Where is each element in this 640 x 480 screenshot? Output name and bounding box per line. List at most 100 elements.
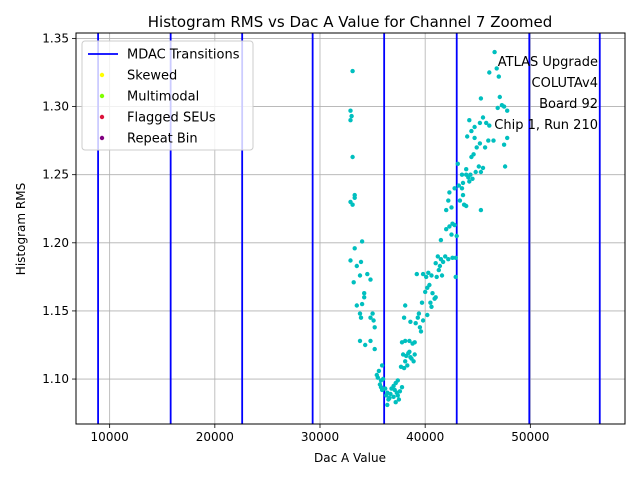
x-tick-label: 50000 <box>511 430 549 444</box>
x-axis-label: Dac A Value <box>314 451 386 465</box>
data-point <box>446 257 451 262</box>
data-point <box>412 340 417 345</box>
data-point <box>362 295 367 300</box>
data-point <box>501 142 507 147</box>
data-point <box>452 222 457 228</box>
data-point <box>470 176 475 181</box>
data-point <box>452 186 457 191</box>
data-point <box>487 123 492 128</box>
legend-label: Skewed <box>127 69 177 84</box>
data-point <box>429 273 434 278</box>
data-point <box>352 195 357 200</box>
data-point <box>363 342 368 348</box>
data-point <box>426 270 431 275</box>
data-point <box>480 165 486 171</box>
y-tick-label: 1.10 <box>42 372 69 386</box>
data-point <box>455 161 460 166</box>
data-point <box>354 303 359 308</box>
x-tick-label: 20000 <box>196 430 234 444</box>
data-point <box>450 255 455 260</box>
data-point <box>416 311 422 316</box>
data-point <box>387 395 392 401</box>
data-point <box>372 325 377 330</box>
data-point <box>351 280 356 285</box>
legend-label: MDAC Transitions <box>127 48 240 63</box>
data-point <box>358 315 364 320</box>
run-annotation: ATLAS Upgrade COLUTAv4 Board 92 Chip 1, Run… <box>494 55 598 133</box>
data-point <box>368 315 373 320</box>
x-tick-label: 30000 <box>301 430 339 444</box>
data-point <box>383 386 388 391</box>
data-point <box>449 232 454 237</box>
data-point <box>417 325 423 330</box>
annotation-line: COLUTAv4 <box>532 76 598 91</box>
data-point <box>412 352 417 357</box>
y-tick-label: 1.20 <box>42 236 69 250</box>
data-point <box>447 190 452 195</box>
y-tick-label: 1.15 <box>42 304 69 318</box>
legend-marker-swatch <box>99 114 105 120</box>
data-point <box>486 138 491 143</box>
data-point <box>348 108 353 113</box>
data-point <box>505 108 510 113</box>
data-point <box>419 300 425 305</box>
data-point <box>379 363 385 368</box>
plot-area-frame <box>75 32 626 425</box>
data-point <box>469 128 474 134</box>
data-point <box>444 207 449 213</box>
data-points <box>348 49 510 408</box>
data-point <box>456 183 461 188</box>
axis-ticks: 10000 20000 30000 40000 50000 1.10 1.15 1.20 1.2… <box>42 31 549 444</box>
data-point <box>436 267 441 273</box>
data-point <box>460 192 466 198</box>
data-point <box>494 66 499 71</box>
data-point <box>408 355 413 360</box>
data-point <box>477 120 483 126</box>
data-point <box>413 321 418 326</box>
data-point <box>505 135 510 141</box>
data-point <box>411 359 416 364</box>
data-point <box>473 169 478 175</box>
data-point <box>350 202 355 207</box>
data-point <box>476 164 481 169</box>
data-point <box>468 172 473 177</box>
data-point <box>457 198 463 203</box>
data-point <box>385 402 390 408</box>
data-point <box>376 368 382 374</box>
data-point <box>491 138 496 143</box>
data-point <box>352 246 357 251</box>
data-point <box>403 338 408 344</box>
data-point <box>399 385 405 390</box>
data-point <box>371 318 376 323</box>
annotation-line: Chip 1, Run 210 <box>494 118 598 133</box>
data-point <box>357 338 363 344</box>
data-point <box>472 124 477 130</box>
chart-title: Histogram RMS vs Dac A Value for Channel… <box>148 13 553 31</box>
annotation-line: ATLAS Upgrade <box>498 55 598 70</box>
data-point <box>391 394 396 399</box>
data-point <box>372 346 377 352</box>
data-point <box>408 319 413 324</box>
data-point <box>501 104 507 109</box>
data-point <box>497 94 502 100</box>
legend-label: Repeat Bin <box>127 132 198 147</box>
data-point <box>474 145 479 150</box>
data-point <box>350 154 355 160</box>
data-point <box>424 274 429 280</box>
data-point <box>427 282 432 288</box>
data-point <box>349 113 354 119</box>
data-point <box>478 96 484 101</box>
data-point <box>435 254 440 259</box>
data-point <box>365 271 370 277</box>
data-point <box>478 169 484 175</box>
data-point <box>478 207 484 213</box>
data-point <box>418 329 424 334</box>
data-point <box>415 315 420 320</box>
data-point <box>444 227 449 232</box>
data-point <box>398 364 404 369</box>
data-point <box>477 141 483 146</box>
data-point <box>433 295 438 300</box>
data-point <box>433 261 438 266</box>
data-point <box>453 255 458 260</box>
